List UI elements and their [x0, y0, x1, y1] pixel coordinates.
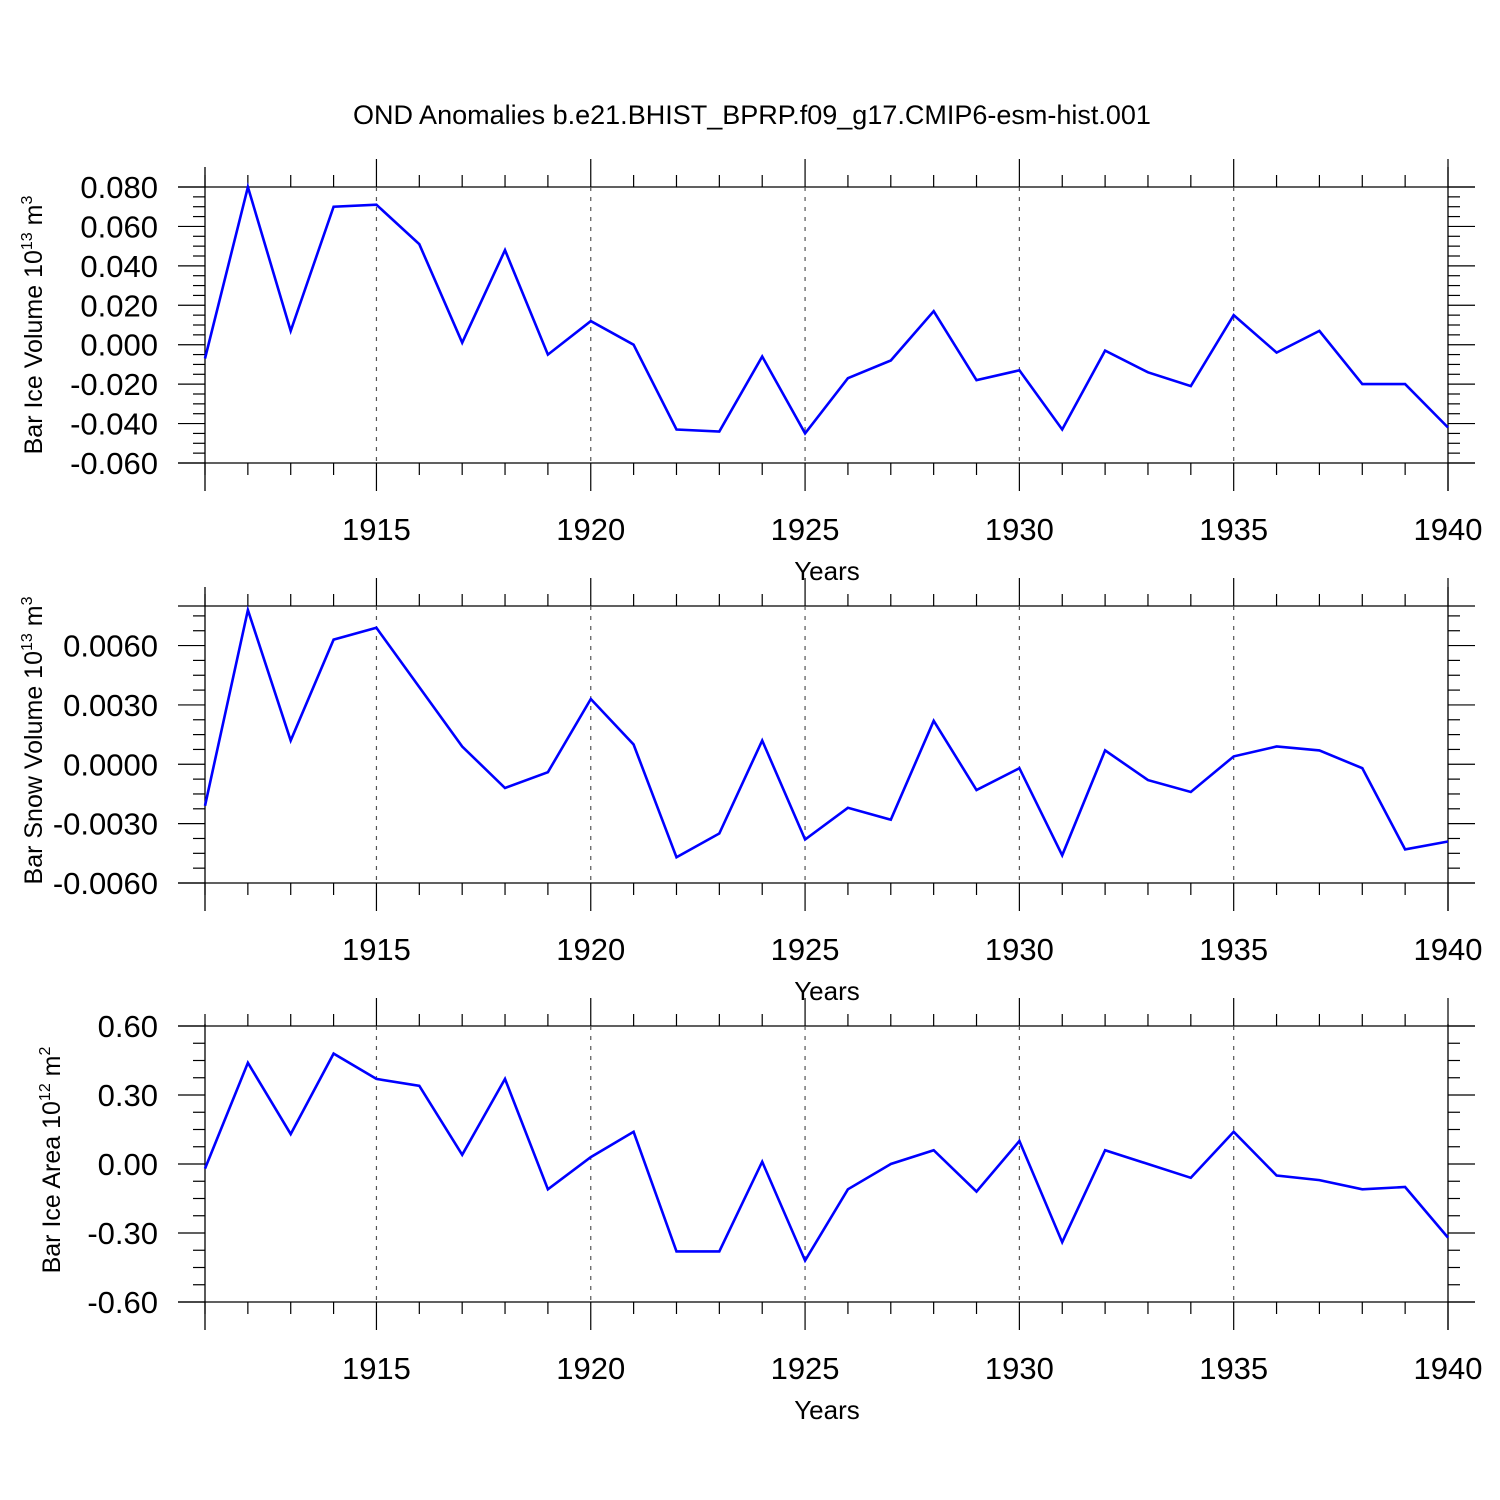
- y-tick-label: -0.020: [70, 367, 158, 402]
- y-tick-label: 0.040: [80, 249, 158, 284]
- series-line-1: [203, 182, 1449, 436]
- y-tick-label: -0.60: [87, 1285, 158, 1320]
- y-tick-label: 0.0000: [63, 747, 158, 782]
- x-tick-label: 1925: [771, 932, 840, 967]
- y-axis-label: Bar Ice Volume 1013 m3: [19, 196, 48, 455]
- y-axis-label-main: Bar Snow Volume 10: [20, 651, 48, 884]
- x-tick-label: 1920: [556, 512, 625, 547]
- x-tick-label: 1915: [342, 1351, 411, 1386]
- chart-panel-2: 1915 1920 1925 1930 1935 1940 Years 0.0060 0.003…: [19, 578, 1482, 1006]
- x-tick-label: 1920: [556, 932, 625, 967]
- x-axis-label: Years: [794, 556, 860, 586]
- y-tick-label: 0.0060: [63, 629, 158, 664]
- y-axis-label-unit-exponent: 3: [19, 196, 36, 205]
- y-axis-label-unit-exponent: 2: [37, 1047, 54, 1056]
- series-line-2: [203, 605, 1449, 860]
- y-tick-label: 0.60: [98, 1009, 158, 1044]
- x-tick-label: 1925: [771, 512, 840, 547]
- y-tick-label: 0.0030: [63, 688, 158, 723]
- y-tick-label: 0.30: [98, 1078, 158, 1113]
- y-axis-label-main: Bar Ice Volume 10: [20, 250, 48, 454]
- y-axis-label-unit: m: [20, 205, 48, 233]
- x-tick-label: 1915: [342, 512, 411, 547]
- y-axis-label: Bar Ice Area 1012 m2: [37, 1047, 66, 1274]
- y-axis-label-main: Bar Ice Area 10: [38, 1101, 66, 1273]
- x-tick-label: 1930: [985, 932, 1054, 967]
- chart-title: OND Anomalies b.e21.BHIST_BPRP.f09_g17.C…: [353, 100, 1151, 130]
- series-line-3: [203, 1051, 1449, 1264]
- x-tick-label: 1935: [1199, 1351, 1268, 1386]
- x-axis-label: Years: [794, 976, 860, 1006]
- x-tick-label: 1935: [1199, 932, 1268, 967]
- x-tick-label: 1930: [985, 1351, 1054, 1386]
- y-axis-label-unit-exponent: 3: [19, 596, 36, 605]
- x-axis-label: Years: [794, 1395, 860, 1425]
- y-axis-label-exponent: 13: [19, 232, 36, 250]
- x-tick-label: 1940: [1414, 512, 1483, 547]
- chart-panels: 1915 1920 1925 1930 1935 1940 Years 0.080 0.060 0…: [19, 159, 1482, 1425]
- y-axis-label-exponent: 13: [19, 633, 36, 651]
- y-tick-label: -0.0060: [53, 866, 158, 901]
- y-axis-label-unit: m: [20, 605, 48, 633]
- x-tick-label: 1920: [556, 1351, 625, 1386]
- x-tick-label: 1925: [771, 1351, 840, 1386]
- y-axis-label: Bar Snow Volume 1013 m3: [19, 596, 48, 884]
- y-tick-label: 0.060: [80, 209, 158, 244]
- y-axis-label-exponent: 12: [37, 1083, 54, 1101]
- y-tick-label: 0.000: [80, 328, 158, 363]
- chart-panel-3: 1915 1920 1925 1930 1935 1940 Years 0.60 0.30 0.0…: [37, 998, 1482, 1425]
- x-tick-label: 1935: [1199, 512, 1268, 547]
- x-tick-label: 1915: [342, 932, 411, 967]
- y-tick-label: 0.00: [98, 1147, 158, 1182]
- y-tick-label: 0.080: [80, 170, 158, 205]
- y-tick-label: -0.060: [70, 446, 158, 481]
- y-axis-label-unit: m: [38, 1056, 66, 1084]
- chart-panel-1: 1915 1920 1925 1930 1935 1940 Years 0.080 0.060 0…: [19, 159, 1482, 586]
- y-tick-label: 0.020: [80, 288, 158, 323]
- x-tick-label: 1940: [1414, 1351, 1483, 1386]
- y-tick-label: -0.0030: [53, 807, 158, 842]
- y-tick-label: -0.30: [87, 1216, 158, 1251]
- x-tick-label: 1940: [1414, 932, 1483, 967]
- x-tick-label: 1930: [985, 512, 1054, 547]
- y-tick-label: -0.040: [70, 407, 158, 442]
